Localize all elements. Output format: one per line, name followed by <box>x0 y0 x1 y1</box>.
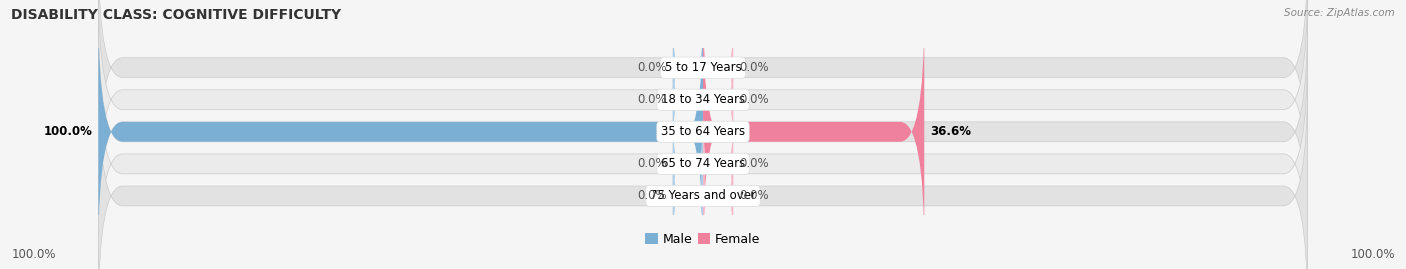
Text: 100.0%: 100.0% <box>1350 248 1395 261</box>
FancyBboxPatch shape <box>98 77 1308 269</box>
Text: 0.0%: 0.0% <box>740 157 769 170</box>
FancyBboxPatch shape <box>703 110 734 218</box>
Text: 36.6%: 36.6% <box>931 125 972 138</box>
FancyBboxPatch shape <box>703 142 734 250</box>
Text: 5 to 17 Years: 5 to 17 Years <box>665 61 741 74</box>
Legend: Male, Female: Male, Female <box>641 228 765 251</box>
Text: 100.0%: 100.0% <box>44 125 93 138</box>
FancyBboxPatch shape <box>98 13 1308 250</box>
Text: 18 to 34 Years: 18 to 34 Years <box>661 93 745 106</box>
FancyBboxPatch shape <box>703 13 734 122</box>
Text: 65 to 74 Years: 65 to 74 Years <box>661 157 745 170</box>
Text: 75 Years and over: 75 Years and over <box>650 189 756 203</box>
FancyBboxPatch shape <box>98 0 1308 186</box>
FancyBboxPatch shape <box>672 110 703 218</box>
FancyBboxPatch shape <box>672 13 703 122</box>
FancyBboxPatch shape <box>98 0 1308 218</box>
Text: 0.0%: 0.0% <box>637 189 666 203</box>
Text: 0.0%: 0.0% <box>740 189 769 203</box>
Text: DISABILITY CLASS: COGNITIVE DIFFICULTY: DISABILITY CLASS: COGNITIVE DIFFICULTY <box>11 8 342 22</box>
FancyBboxPatch shape <box>672 45 703 154</box>
Text: 0.0%: 0.0% <box>637 61 666 74</box>
Text: 0.0%: 0.0% <box>740 61 769 74</box>
FancyBboxPatch shape <box>672 142 703 250</box>
Text: 100.0%: 100.0% <box>11 248 56 261</box>
FancyBboxPatch shape <box>98 13 703 250</box>
Text: 35 to 64 Years: 35 to 64 Years <box>661 125 745 138</box>
FancyBboxPatch shape <box>703 13 924 250</box>
FancyBboxPatch shape <box>98 45 1308 269</box>
FancyBboxPatch shape <box>703 45 734 154</box>
Text: 0.0%: 0.0% <box>637 157 666 170</box>
Text: 0.0%: 0.0% <box>637 93 666 106</box>
Text: Source: ZipAtlas.com: Source: ZipAtlas.com <box>1284 8 1395 18</box>
Text: 0.0%: 0.0% <box>740 93 769 106</box>
